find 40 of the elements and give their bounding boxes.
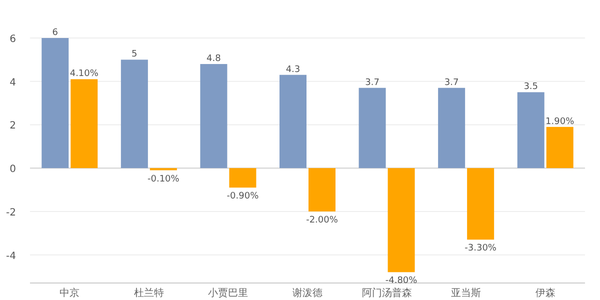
bar bbox=[120, 60, 148, 168]
data-label: 1.90% bbox=[546, 116, 575, 127]
data-label: 5 bbox=[132, 50, 138, 60]
x-tick-label: 中京 bbox=[60, 287, 80, 299]
y-tick-label: 4 bbox=[10, 77, 16, 88]
bar bbox=[467, 168, 494, 240]
data-label: 4.10% bbox=[70, 69, 99, 80]
data-label: -0.90% bbox=[226, 192, 260, 202]
data-label: -3.30% bbox=[464, 244, 497, 254]
x-tick-label: 亚当斯 bbox=[451, 287, 482, 299]
data-label: 4.3 bbox=[286, 64, 300, 75]
bar bbox=[546, 126, 574, 168]
data-label: 3.5 bbox=[524, 82, 538, 92]
bar bbox=[308, 168, 336, 212]
data-label: 3.7 bbox=[365, 78, 380, 88]
bar bbox=[280, 74, 306, 168]
data-label: -0.10% bbox=[148, 174, 180, 184]
x-tick-label: 小贾巴里 bbox=[208, 287, 248, 299]
data-label: -4.80% bbox=[385, 276, 418, 286]
bar bbox=[42, 38, 69, 168]
bar bbox=[358, 88, 386, 168]
y-tick-label: 6 bbox=[10, 34, 16, 45]
bar bbox=[70, 79, 98, 168]
data-label: -2.00% bbox=[306, 215, 338, 226]
bar bbox=[388, 168, 415, 272]
x-tick-label: 阿门汤普森 bbox=[362, 287, 412, 299]
x-tick-label: 谢泼德 bbox=[292, 287, 322, 299]
bar bbox=[200, 64, 228, 168]
y-tick-label: -4 bbox=[6, 250, 16, 262]
x-tick-label: 伊森 bbox=[535, 287, 556, 299]
data-label: 6 bbox=[52, 28, 58, 38]
y-tick-label: -2 bbox=[6, 207, 16, 218]
y-tick-label: 0 bbox=[10, 164, 16, 176]
y-tick-label: 2 bbox=[10, 120, 16, 132]
data-label: 4.8 bbox=[206, 54, 222, 64]
bar bbox=[438, 88, 466, 168]
bar bbox=[229, 168, 256, 188]
bar bbox=[517, 92, 544, 168]
data-label: 3.7 bbox=[444, 78, 459, 88]
x-tick-label: 杜兰特 bbox=[134, 287, 164, 299]
